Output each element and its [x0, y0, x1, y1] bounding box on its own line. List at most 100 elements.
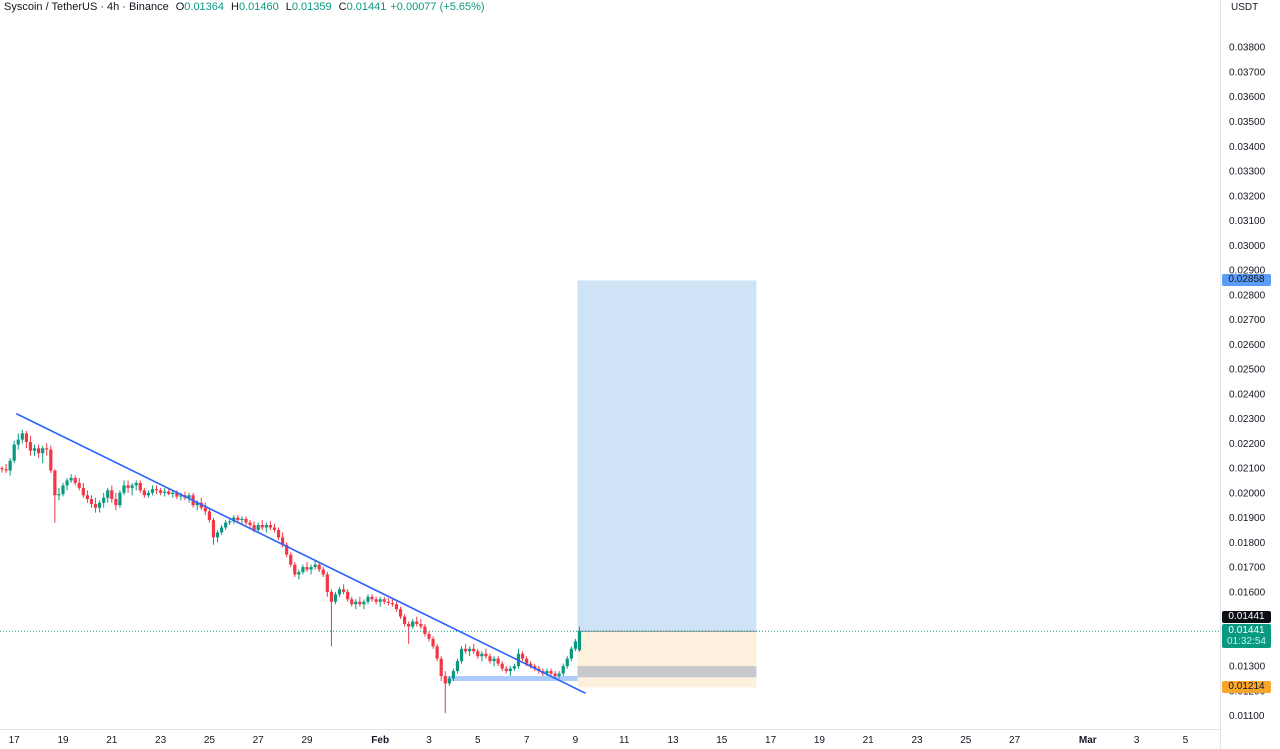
time-tick-label: 29	[301, 735, 313, 746]
candle-body	[106, 490, 110, 498]
time-tick-label: 11	[619, 735, 630, 746]
candle	[215, 529, 220, 543]
candle-body	[89, 499, 94, 504]
candle	[516, 648, 521, 669]
price-tick-label: 0.03100	[1229, 216, 1266, 227]
candle-body	[520, 653, 525, 659]
candle	[386, 598, 390, 606]
candle-body	[293, 564, 297, 575]
candle	[553, 671, 557, 679]
candle	[20, 429, 24, 444]
candle-body	[358, 601, 362, 605]
candle-body	[549, 671, 553, 674]
candle	[520, 651, 525, 662]
time-tick-label: 21	[863, 735, 875, 746]
candle	[32, 444, 37, 456]
candle-body	[561, 666, 565, 674]
candle	[220, 525, 224, 535]
candle-body	[329, 591, 333, 602]
interval-label[interactable]: 4h	[107, 1, 120, 13]
candle-body	[122, 485, 126, 493]
candle	[236, 515, 240, 523]
price-tick-label: 0.03000	[1229, 241, 1266, 252]
candle	[73, 475, 77, 486]
candle	[163, 487, 167, 497]
candle-body	[12, 444, 16, 461]
candle-body	[236, 517, 240, 521]
candle-body	[41, 448, 45, 454]
candle	[256, 522, 260, 533]
time-tick-label: 17	[765, 735, 777, 746]
candle	[321, 567, 325, 577]
candle-body	[317, 564, 321, 570]
time-tick-label: 15	[716, 735, 728, 746]
candle-body	[228, 521, 232, 523]
candle	[378, 596, 382, 607]
candle	[333, 591, 338, 605]
current-price-value: 0.01441	[1228, 625, 1265, 637]
candle	[159, 487, 163, 496]
candle-body	[207, 511, 211, 521]
candle	[244, 516, 248, 526]
drawing-lines	[0, 412, 1220, 695]
symbol-name[interactable]: Syscoin / TetherUS	[4, 1, 98, 13]
price-tick-label: 0.01600	[1229, 587, 1266, 598]
candle	[65, 477, 69, 491]
candle	[285, 542, 289, 558]
open-label: O	[175, 1, 185, 13]
candle-body	[146, 492, 150, 496]
candle-body	[171, 492, 175, 495]
candle-body	[179, 495, 183, 497]
time-tick-label: 25	[960, 735, 972, 746]
candle	[45, 443, 49, 456]
candle	[106, 487, 110, 503]
candle-body	[16, 439, 20, 445]
candle-body	[110, 490, 114, 500]
candle-body	[504, 668, 508, 672]
candle-body	[154, 489, 159, 491]
candle	[569, 646, 573, 662]
candle	[89, 495, 94, 508]
candle-body	[297, 572, 301, 575]
candle	[138, 480, 142, 493]
candle	[61, 482, 65, 497]
price-tick-label: 0.02000	[1229, 488, 1266, 499]
time-tick-label: 9	[573, 735, 579, 746]
candle-body	[565, 658, 569, 667]
candle	[443, 671, 447, 714]
price-tick-label: 0.02700	[1229, 315, 1266, 326]
price-tick-label: 0.03400	[1229, 142, 1266, 153]
candle	[484, 648, 488, 659]
candle	[77, 477, 81, 491]
candle	[512, 663, 516, 672]
currency-label[interactable]: USDT	[1231, 2, 1259, 13]
candle	[293, 562, 297, 577]
time-tick-label: 27	[1009, 735, 1021, 746]
candle	[342, 584, 346, 595]
price-tick-label: 0.01900	[1229, 513, 1266, 524]
candle-body	[488, 656, 492, 662]
candle	[451, 668, 455, 681]
time-tick-label: 19	[57, 735, 69, 746]
candle	[37, 444, 41, 459]
candle-body	[268, 525, 272, 528]
candle-body	[496, 658, 500, 664]
close-label: C	[338, 1, 347, 13]
candle-body	[476, 651, 480, 657]
candle	[248, 520, 252, 528]
candle-body	[24, 433, 28, 443]
candle	[415, 616, 419, 627]
bar-countdown: 01:32:54	[1227, 636, 1266, 648]
price-tick-label: 0.01700	[1229, 563, 1266, 574]
candle	[0, 466, 4, 473]
candle-body	[77, 482, 81, 488]
candle	[573, 638, 577, 652]
time-axis[interactable]: 17 19 21 23 25 27 29 Feb 3 5 7 9 11 13 15 17 19 21 23 25 27 M…	[0, 729, 1220, 747]
candle-body	[248, 522, 252, 526]
candle	[268, 521, 272, 530]
price-tick-label: 0.03500	[1229, 117, 1266, 128]
candle-body	[281, 537, 285, 545]
candle-body	[134, 482, 138, 486]
candle-body	[553, 673, 557, 677]
